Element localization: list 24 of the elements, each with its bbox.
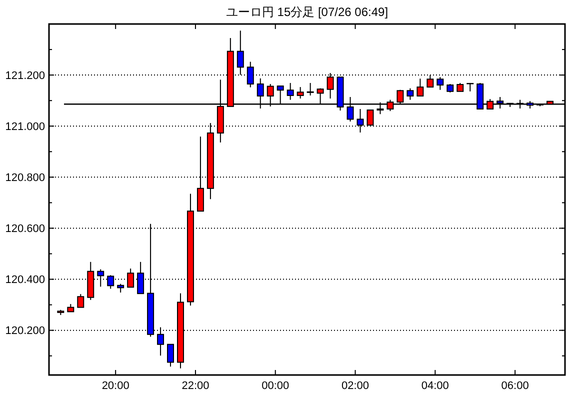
candlestick xyxy=(167,344,174,368)
candlestick xyxy=(97,268,104,288)
x-tick-label: 20:00 xyxy=(102,380,130,392)
y-tick-label: 120.200 xyxy=(5,325,45,338)
y-tick-label: 120.600 xyxy=(5,223,45,236)
y-tick-label: 121.000 xyxy=(5,120,45,133)
candlestick xyxy=(306,82,314,96)
candlestick xyxy=(296,86,304,100)
x-tick-label: 04:00 xyxy=(421,380,449,392)
x-tick-label: 22:00 xyxy=(182,380,210,392)
candlestick xyxy=(127,268,134,288)
y-tick-label: 120.400 xyxy=(5,274,45,286)
y-tick-label: 120.800 xyxy=(5,172,45,184)
candlestick xyxy=(286,82,294,100)
candlestick xyxy=(157,326,164,356)
x-tick-label: 02:00 xyxy=(342,380,370,392)
candlestick xyxy=(77,294,84,308)
candlestick xyxy=(406,88,414,100)
y-tick-label: 121.200 xyxy=(5,70,45,82)
candlestick xyxy=(416,78,424,96)
candlestick xyxy=(246,61,254,88)
chart-title: ユーロ円 15分足 [07/26 06:49] xyxy=(226,5,388,19)
x-tick-label: 00:00 xyxy=(262,380,290,392)
x-tick-label: 06:00 xyxy=(501,380,529,392)
